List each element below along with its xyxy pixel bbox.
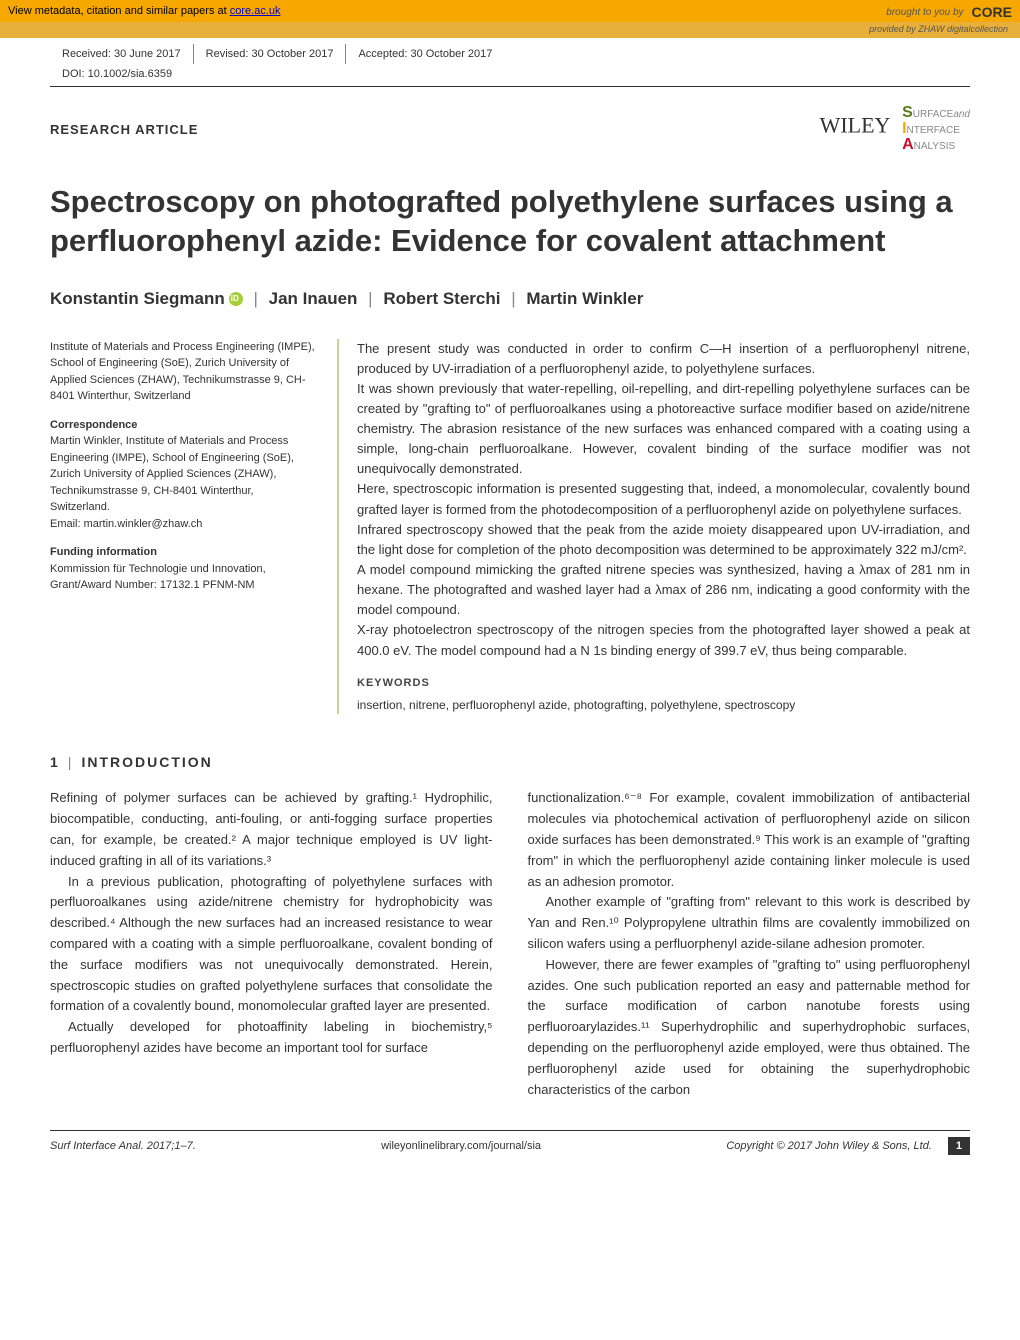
body-r1: functionalization.⁶⁻⁸ For example, coval… — [528, 788, 971, 892]
footer-url: wileyonlinelibrary.com/journal/sia — [381, 1140, 541, 1152]
article-dates: Received: 30 June 2017 Revised: 30 Octob… — [50, 44, 970, 64]
body-r2: Another example of "grafting from" relev… — [528, 892, 971, 954]
author-2: Jan Inauen — [269, 289, 358, 308]
provided-by-bar: provided by ZHAW digitalcollection — [0, 22, 1020, 38]
abstract-p4: Infrared spectroscopy showed that the pe… — [357, 520, 970, 560]
doi: DOI: 10.1002/sia.6359 — [50, 64, 970, 87]
body-l2: In a previous publication, photografting… — [50, 872, 493, 1018]
abstract-p6: X-ray photoelectron spectroscopy of the … — [357, 620, 970, 660]
abstract-p1: The present study was conducted in order… — [357, 339, 970, 379]
author-3: Robert Sterchi — [383, 289, 500, 308]
abstract-p5: A model compound mimicking the grafted n… — [357, 560, 970, 620]
correspondence-heading: Correspondence — [50, 417, 315, 434]
wiley-logo: WILEY — [820, 112, 891, 137]
section-heading-intro: 1|INTRODUCTION — [50, 754, 970, 770]
core-banner: View metadata, citation and similar pape… — [0, 0, 1020, 22]
core-logo: CORE — [968, 2, 1016, 22]
body-l3: Actually developed for photoaffinity lab… — [50, 1017, 493, 1059]
core-badge: brought to you by CORE — [886, 2, 1016, 22]
banner-core-link[interactable]: core.ac.uk — [230, 5, 281, 17]
affiliation-text: Institute of Materials and Process Engin… — [50, 339, 315, 405]
affiliation-sidebar: Institute of Materials and Process Engin… — [50, 339, 315, 715]
page-footer: Surf Interface Anal. 2017;1–7. wileyonli… — [50, 1130, 970, 1155]
footer-copyright: Copyright © 2017 John Wiley & Sons, Ltd. — [726, 1140, 932, 1152]
author-list: Konstantin Siegmann | Jan Inauen | Rober… — [50, 289, 970, 309]
funding-heading: Funding information — [50, 544, 315, 561]
revised-date: Revised: 30 October 2017 — [194, 44, 347, 64]
publisher-row: RESEARCH ARTICLE WILEY SURFACEand INTERF… — [50, 105, 970, 153]
section-title: INTRODUCTION — [81, 754, 212, 770]
article-type: RESEARCH ARTICLE — [50, 122, 198, 137]
abstract-p2: It was shown previously that water-repel… — [357, 379, 970, 480]
orcid-icon[interactable] — [229, 292, 243, 306]
abstract: The present study was conducted in order… — [337, 339, 970, 715]
author-4: Martin Winkler — [526, 289, 643, 308]
received-date: Received: 30 June 2017 — [50, 44, 194, 64]
body-r3: However, there are fewer examples of "gr… — [528, 955, 971, 1101]
publisher-logo-group: WILEY SURFACEand INTERFACE ANALYSIS — [820, 105, 970, 153]
correspondence-email: Email: martin.winkler@zhaw.ch — [50, 516, 315, 533]
page-number: 1 — [948, 1137, 970, 1155]
article-title: Spectroscopy on photografted polyethylen… — [50, 183, 970, 261]
banner-metadata: View metadata, citation and similar pape… — [8, 5, 281, 17]
accepted-date: Accepted: 30 October 2017 — [346, 44, 504, 64]
funding-text: Kommission für Technologie und Innovatio… — [50, 561, 315, 594]
abstract-p3: Here, spectroscopic information is prese… — [357, 479, 970, 519]
section-number: 1 — [50, 754, 60, 770]
correspondence-text: Martin Winkler, Institute of Materials a… — [50, 433, 315, 516]
brought-by-text: brought to you by — [886, 7, 963, 18]
journal-logo: SURFACEand INTERFACE ANALYSIS — [902, 105, 970, 153]
body-right-col: functionalization.⁶⁻⁸ For example, coval… — [528, 788, 971, 1100]
keywords-heading: KEYWORDS — [357, 675, 970, 692]
author-1: Konstantin Siegmann — [50, 289, 225, 308]
body-l1: Refining of polymer surfaces can be achi… — [50, 788, 493, 871]
banner-text: View metadata, citation and similar pape… — [8, 5, 230, 17]
footer-citation: Surf Interface Anal. 2017;1–7. — [50, 1140, 196, 1152]
body-columns: Refining of polymer surfaces can be achi… — [50, 788, 970, 1100]
keywords-list: insertion, nitrene, perfluorophenyl azid… — [357, 696, 970, 715]
body-left-col: Refining of polymer surfaces can be achi… — [50, 788, 493, 1100]
